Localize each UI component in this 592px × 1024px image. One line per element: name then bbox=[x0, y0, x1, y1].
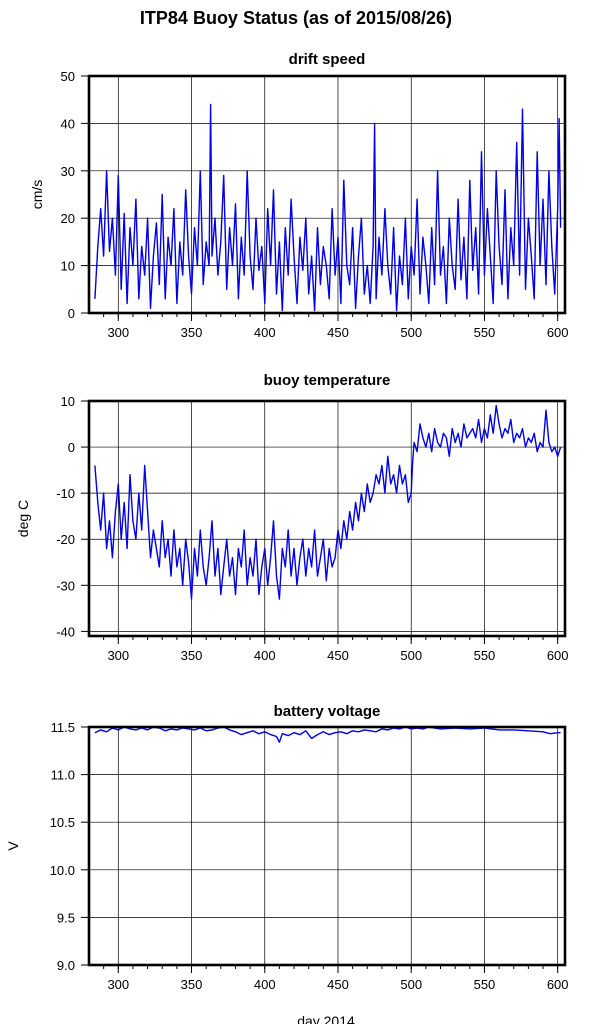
figure-title: ITP84 Buoy Status (as of 2015/08/26) bbox=[139, 8, 453, 28]
y-tick-label: -40 bbox=[56, 624, 75, 639]
panel-title: buoy temperature bbox=[264, 372, 391, 389]
y-tick-label: 30 bbox=[61, 164, 75, 179]
y-tick-label: 50 bbox=[61, 69, 75, 84]
panel-title: drift speed bbox=[289, 51, 366, 68]
y-axis-label: cm/s bbox=[29, 180, 45, 210]
x-tick-label: 600 bbox=[547, 325, 569, 340]
y-tick-label: -20 bbox=[56, 532, 75, 547]
x-tick-label: 550 bbox=[474, 648, 496, 663]
x-tick-label: 350 bbox=[181, 325, 203, 340]
x-tick-label: 350 bbox=[181, 648, 203, 663]
x-tick-label: 500 bbox=[400, 325, 422, 340]
y-tick-label: 40 bbox=[61, 116, 75, 131]
plot-frame bbox=[87, 725, 567, 967]
series-line bbox=[94, 404, 562, 600]
y-tick-label: 10 bbox=[61, 394, 75, 409]
x-tick-label: 450 bbox=[327, 325, 349, 340]
x-tick-label: 400 bbox=[254, 977, 276, 992]
y-tick-label: 11.0 bbox=[51, 768, 75, 783]
x-tick-label: 350 bbox=[181, 977, 203, 992]
y-tick-label: 11.5 bbox=[51, 720, 75, 735]
x-tick-label: 450 bbox=[327, 977, 349, 992]
panel-title: battery voltage bbox=[274, 703, 381, 720]
panel-battery-voltage: 300 350 400 450 500 550 600 9.0 9.5 10.0 10.5 11.0 1… bbox=[5, 703, 569, 992]
y-axis-label: V bbox=[5, 841, 21, 851]
y-tick-label: -10 bbox=[56, 486, 75, 501]
x-tick-label: 550 bbox=[474, 977, 496, 992]
y-tick-label: 9.0 bbox=[57, 958, 75, 973]
x-tick-label: 600 bbox=[547, 977, 569, 992]
y-tick-label: 20 bbox=[61, 211, 75, 226]
panel-drift-speed: 300 350 400 450 500 550 600 0 10 20 30 40 50 drift sp… bbox=[29, 51, 569, 340]
y-tick-label: 10 bbox=[61, 259, 75, 274]
x-tick-label: 300 bbox=[107, 977, 129, 992]
plot-frame bbox=[87, 399, 567, 638]
x-tick-label: 300 bbox=[107, 648, 129, 663]
series-line bbox=[94, 726, 561, 743]
x-axis-label: day 2014 bbox=[297, 1013, 355, 1024]
panel-buoy-temperature: 300 350 400 450 500 550 600 -40 -30 -20 -10 0 10 buoy… bbox=[15, 372, 569, 663]
y-tick-label: 10.5 bbox=[50, 815, 75, 830]
x-tick-label: 600 bbox=[547, 648, 569, 663]
x-tick-label: 450 bbox=[327, 648, 349, 663]
y-axis-label: deg C bbox=[15, 500, 31, 537]
x-tick-label: 400 bbox=[254, 325, 276, 340]
x-tick-label: 550 bbox=[474, 325, 496, 340]
x-tick-label: 400 bbox=[254, 648, 276, 663]
x-tick-label: 300 bbox=[107, 325, 129, 340]
series-line bbox=[94, 103, 562, 312]
y-tick-label: 10.0 bbox=[50, 863, 75, 878]
y-tick-label: 0 bbox=[68, 440, 75, 455]
y-tick-label: 9.5 bbox=[57, 910, 75, 925]
y-tick-label: 0 bbox=[68, 306, 75, 321]
y-tick-label: -30 bbox=[56, 578, 75, 593]
x-tick-label: 500 bbox=[400, 977, 422, 992]
x-tick-label: 500 bbox=[400, 648, 422, 663]
plot-frame bbox=[87, 74, 567, 315]
